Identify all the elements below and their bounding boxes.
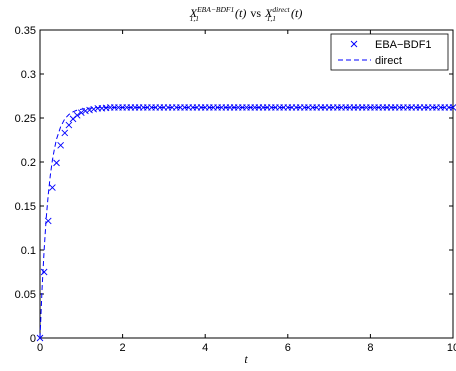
x-tick-label: 10 (447, 342, 456, 354)
y-tick-labels: 0 0.05 0.1 0.15 0.2 0.25 0.3 0.35 (15, 25, 36, 345)
y-tick-label: 0.05 (15, 289, 36, 301)
x-tick-label: 8 (367, 342, 373, 354)
data-point (82, 107, 89, 115)
y-tick-label: 0.1 (21, 245, 36, 257)
data-point (49, 184, 56, 191)
y-tick-label: 0.3 (21, 69, 36, 81)
x-tick-label: 4 (202, 342, 208, 354)
chart-title: XEBA−BDF1 1,1 (t) vs Xdirect 1,1 (t) (189, 5, 303, 23)
legend-marker-eba-bdf1 (350, 40, 358, 48)
x-tick-label: 0 (37, 342, 43, 354)
x-tick-labels: 0 2 4 6 8 10 (37, 342, 456, 354)
data-point (65, 121, 73, 129)
data-point (61, 129, 69, 137)
legend-label-direct: direct (375, 55, 402, 67)
data-point (86, 106, 93, 114)
plot-area (39, 29, 454, 339)
x-tick-label: 2 (120, 342, 126, 354)
data-point (57, 141, 64, 149)
series-eba-bdf1 (36, 104, 456, 342)
data-point (44, 217, 52, 225)
data-point (40, 268, 48, 276)
data-point (90, 105, 98, 113)
data-point (73, 112, 81, 119)
y-tick-label: 0 (30, 333, 36, 345)
data-point (449, 104, 456, 111)
y-tick-label: 0.25 (15, 113, 36, 125)
axis-ticks (39, 29, 454, 339)
x-tick-label: 6 (285, 342, 291, 354)
x-axis-label: t (244, 352, 248, 366)
y-tick-label: 0.35 (15, 25, 36, 37)
data-point (77, 109, 85, 117)
data-point (53, 159, 60, 167)
y-tick-label: 0.15 (15, 201, 36, 213)
legend-box (330, 33, 449, 71)
legend: EBA−BDF1 direct (330, 33, 449, 71)
legend-label-eba-bdf1: EBA−BDF1 (375, 39, 432, 51)
y-tick-label: 0.2 (21, 157, 36, 169)
data-point (36, 334, 44, 342)
